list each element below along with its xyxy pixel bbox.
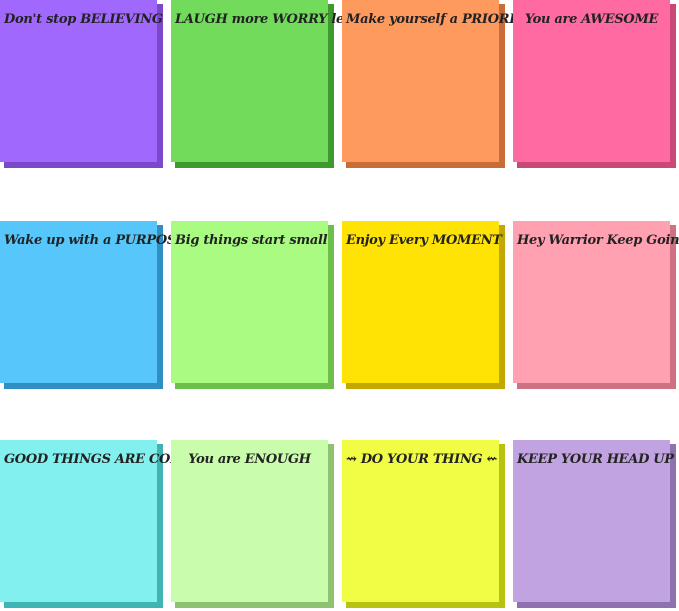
- sticky-note-pad: LAUGH more WORRY less: [171, 0, 359, 168]
- pad-bottom-edge: [517, 602, 676, 608]
- sticky-note-pad: Hey Warrior Keep Going: [513, 221, 679, 389]
- pad-side-edge: [157, 4, 163, 168]
- pad-side-edge: [328, 225, 334, 389]
- pad-bottom-edge: [4, 383, 163, 389]
- note-face: Enjoy Every MOMENT: [342, 221, 502, 383]
- sticky-note-pad: Enjoy Every MOMENT: [342, 221, 505, 389]
- sticky-note-pad: You are AWESOME: [513, 0, 676, 168]
- note-face: ⇝ DO YOUR THING ⇜: [342, 440, 499, 602]
- pad-bottom-edge: [517, 383, 676, 389]
- pad-side-edge: [670, 225, 676, 389]
- note-quote: Don't stop BELIEVING: [4, 12, 163, 27]
- note-quote: Wake up with a PURPOSE: [4, 233, 186, 248]
- note-quote: You are AWESOME: [524, 12, 659, 27]
- pad-side-edge: [499, 4, 505, 168]
- note-face: GOOD THINGS ARE COMING: [0, 440, 213, 602]
- pad-bottom-edge: [517, 162, 676, 168]
- note-face: You are AWESOME: [513, 0, 670, 162]
- pad-bottom-edge: [4, 602, 163, 608]
- note-face: Make yourself a PRIORITY: [342, 0, 534, 162]
- note-face: Don't stop BELIEVING: [0, 0, 163, 162]
- note-face: Hey Warrior Keep Going: [513, 221, 679, 383]
- pad-side-edge: [499, 444, 505, 608]
- note-face: You are ENOUGH: [171, 440, 328, 602]
- pad-bottom-edge: [175, 383, 334, 389]
- note-quote: You are ENOUGH: [188, 452, 311, 467]
- note-quote: ⇝ DO YOUR THING ⇜: [346, 452, 498, 467]
- note-quote: Hey Warrior Keep Going: [517, 233, 679, 248]
- sticky-note-pad: ⇝ DO YOUR THING ⇜: [342, 440, 505, 608]
- note-quote: KEEP YOUR HEAD UP: [517, 452, 674, 467]
- note-face: KEEP YOUR HEAD UP: [513, 440, 674, 602]
- note-quote: Enjoy Every MOMENT: [346, 233, 502, 248]
- pad-bottom-edge: [346, 162, 505, 168]
- sticky-note-pad: KEEP YOUR HEAD UP: [513, 440, 676, 608]
- pad-side-edge: [157, 225, 163, 389]
- pad-side-edge: [328, 4, 334, 168]
- pad-bottom-edge: [4, 162, 163, 168]
- sticky-note-pad: Big things start small: [171, 221, 334, 389]
- sticky-note-pad: You are ENOUGH: [171, 440, 334, 608]
- note-quote: LAUGH more WORRY less: [175, 12, 359, 27]
- sticky-note-pad: Make yourself a PRIORITY: [342, 0, 534, 168]
- note-quote: Make yourself a PRIORITY: [346, 12, 534, 27]
- pad-bottom-edge: [346, 383, 505, 389]
- sticky-note-pad: Don't stop BELIEVING: [0, 0, 163, 168]
- note-face: Wake up with a PURPOSE: [0, 221, 186, 383]
- sticky-note-pad: Wake up with a PURPOSE: [0, 221, 186, 389]
- note-quote: Big things start small: [175, 233, 328, 248]
- note-quote: GOOD THINGS ARE COMING: [4, 452, 213, 467]
- pad-bottom-edge: [175, 162, 334, 168]
- pad-side-edge: [328, 444, 334, 608]
- pad-side-edge: [670, 4, 676, 168]
- pad-side-edge: [157, 444, 163, 608]
- note-face: LAUGH more WORRY less: [171, 0, 359, 162]
- pad-bottom-edge: [175, 602, 334, 608]
- note-face: Big things start small: [171, 221, 328, 383]
- pad-side-edge: [670, 444, 676, 608]
- pad-side-edge: [499, 225, 505, 389]
- pad-bottom-edge: [346, 602, 505, 608]
- sticky-note-pad: GOOD THINGS ARE COMING: [0, 440, 213, 608]
